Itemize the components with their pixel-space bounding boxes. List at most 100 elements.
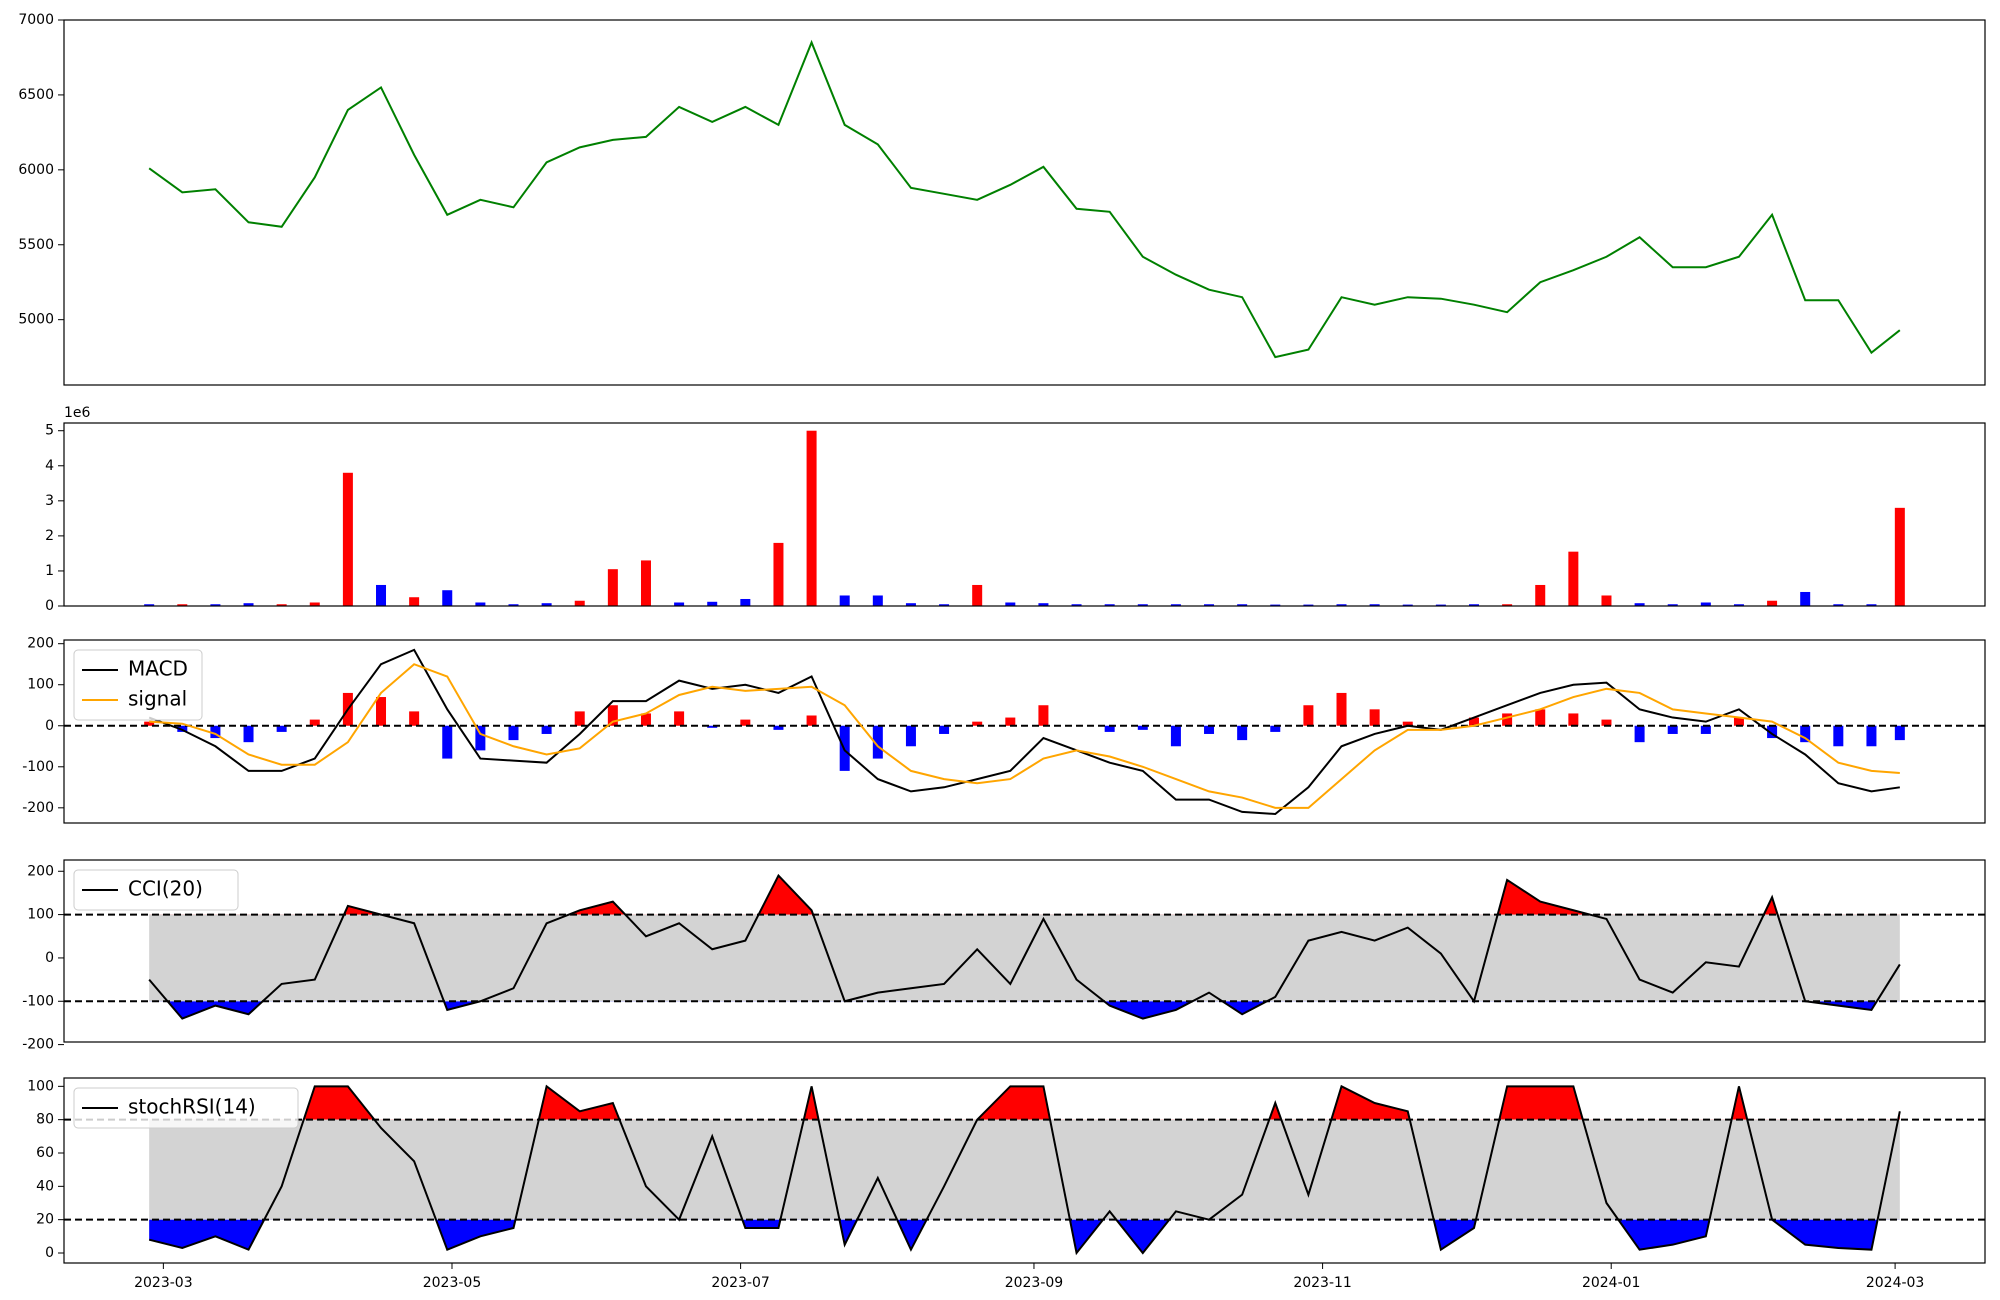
histogram-bar — [243, 725, 254, 743]
histogram-bar — [1468, 717, 1479, 726]
volume-bar — [1667, 604, 1678, 606]
histogram-bar — [806, 715, 817, 726]
volume-bar — [409, 597, 420, 606]
y-tick-label: 60 — [36, 1145, 54, 1161]
histogram-bar — [1303, 705, 1314, 726]
y-tick-label: 0 — [45, 950, 54, 966]
volume-bar — [1733, 604, 1744, 606]
y-tick-label: 4 — [45, 458, 54, 474]
y-tick-label: 0 — [45, 718, 54, 734]
histogram-bar — [707, 725, 718, 728]
volume-bar — [1104, 604, 1115, 606]
histogram-bar — [674, 711, 685, 726]
legend-label: signal — [128, 687, 187, 711]
y-tick-label: 100 — [27, 1078, 54, 1094]
volume-bar — [839, 595, 850, 606]
histogram-bar — [1733, 717, 1744, 726]
volume-bar — [1369, 604, 1380, 606]
volume-bar — [1894, 507, 1905, 606]
histogram-bar — [144, 721, 155, 726]
volume-bar — [939, 604, 950, 606]
y-tick-label: 2 — [45, 528, 54, 544]
volume-bar — [177, 604, 188, 606]
axes-frame — [63, 859, 1986, 1043]
x-tick-label: 2023-11 — [1293, 1275, 1352, 1291]
histogram-bar — [1270, 725, 1281, 732]
histogram-bar — [475, 725, 486, 751]
volume-bar — [1700, 602, 1711, 606]
histogram-bar — [773, 725, 784, 730]
x-tick-label: 2023-07 — [711, 1275, 770, 1291]
volume-bar — [342, 472, 353, 606]
y-tick-label: 5500 — [18, 237, 54, 253]
y-tick-label: 100 — [27, 907, 54, 923]
histogram-bar — [939, 725, 950, 734]
volume-bar — [508, 604, 519, 606]
y-tick-label: 7000 — [18, 12, 54, 28]
panel: -200 -100 0 100 200 MACD signal — [22, 636, 1986, 824]
histogram-bar — [1237, 725, 1248, 741]
histogram-bar — [1104, 725, 1115, 732]
oversold-fill — [149, 1219, 1900, 1253]
line — [148, 1084, 1901, 1256]
y-tick-label: -200 — [22, 1037, 54, 1053]
histogram-bar — [309, 719, 320, 726]
volume-bar — [1204, 604, 1215, 606]
histogram-bar — [1601, 719, 1612, 726]
volume-bar — [475, 602, 486, 606]
volume-bar — [1137, 604, 1148, 606]
histogram-bar — [1568, 713, 1579, 726]
histogram-bar — [442, 725, 453, 759]
volume-bar — [1170, 604, 1181, 606]
histogram-bar — [541, 725, 552, 734]
axes-frame — [63, 639, 1986, 824]
volume-bar — [1866, 604, 1877, 606]
volume-bar — [740, 598, 751, 606]
histogram-bar — [210, 725, 221, 739]
volume-bar — [1634, 603, 1645, 606]
histogram-bar — [1137, 725, 1148, 730]
volume-bar — [541, 603, 552, 606]
volume-bar — [1767, 600, 1778, 606]
panel: 0 20 40 60 80 100 2023-03 2023-05 2023-07 2023-09… — [27, 1077, 1986, 1291]
legend-label: stochRSI(14) — [128, 1095, 256, 1119]
volume-bar — [707, 601, 718, 606]
x-tick-label: 2024-01 — [1582, 1275, 1641, 1291]
histogram-bar — [607, 705, 618, 726]
histogram-bar — [740, 719, 751, 726]
histogram-bar — [409, 711, 420, 726]
histogram-bar — [1336, 692, 1347, 726]
line — [148, 873, 1901, 1020]
volume-bar — [972, 584, 983, 606]
histogram-bar — [1170, 725, 1181, 747]
y-tick-label: 5000 — [18, 312, 54, 328]
histogram-bar — [1535, 709, 1546, 726]
histogram-bar — [1502, 713, 1513, 726]
legend-label: MACD — [128, 657, 188, 681]
y-tick-label: 20 — [36, 1212, 54, 1228]
y-tick-label: 100 — [27, 677, 54, 693]
volume-bar — [806, 430, 817, 606]
volume-bar — [1535, 584, 1546, 606]
y-tick-label: -200 — [22, 800, 54, 816]
histogram-bar — [1700, 725, 1711, 734]
histogram-bar — [640, 713, 651, 726]
histogram-bar — [1005, 717, 1016, 726]
volume-bar — [574, 600, 585, 606]
y-tick-label: 40 — [36, 1178, 54, 1194]
legend-box — [73, 1087, 299, 1129]
volume-bar — [276, 604, 287, 606]
volume-bar — [872, 595, 883, 606]
y-tick-label: 0 — [45, 1245, 54, 1261]
histogram-bar — [1767, 725, 1778, 739]
volume-bar — [210, 604, 221, 606]
histogram-bar — [872, 725, 883, 759]
x-tick-label: 2023-09 — [1005, 1275, 1064, 1291]
histogram-bar — [276, 725, 287, 732]
band-fill — [149, 1119, 1900, 1220]
x-tick-label: 2023-03 — [134, 1275, 193, 1291]
y-tick-label: 80 — [36, 1112, 54, 1128]
volume-bar — [1071, 604, 1082, 606]
volume-bar — [376, 584, 387, 606]
axes-frame — [63, 422, 1986, 607]
